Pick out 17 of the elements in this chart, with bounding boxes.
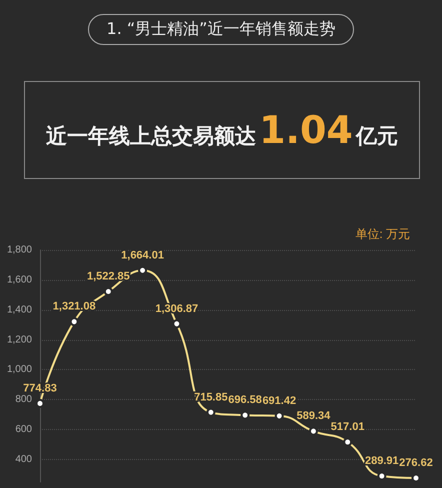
y-tick-label: 1,800 — [6, 244, 32, 256]
y-tick-label: 600 — [15, 424, 32, 436]
chart-title: 1. “男士精油”近一年销售额走势 — [88, 14, 354, 45]
y-tick-label: 1,200 — [6, 334, 32, 346]
data-label: 289.91 — [364, 455, 399, 468]
data-label: 517.01 — [330, 421, 364, 434]
data-label: 691.42 — [262, 394, 296, 407]
y-tick-label: 1,600 — [6, 274, 32, 286]
y-tick-label: 400 — [15, 454, 32, 466]
y-tick-label: 800 — [15, 394, 32, 406]
data-label: 276.62 — [399, 457, 433, 470]
y-axis-title: 单位: 万元 — [355, 227, 410, 241]
y-tick-label: 1,400 — [6, 304, 32, 316]
data-label: 589.34 — [296, 410, 332, 422]
y-tick-label: 1,000 — [6, 364, 32, 376]
data-label: 1,664.01 — [121, 249, 164, 262]
data-label: 696.58 — [228, 394, 262, 406]
